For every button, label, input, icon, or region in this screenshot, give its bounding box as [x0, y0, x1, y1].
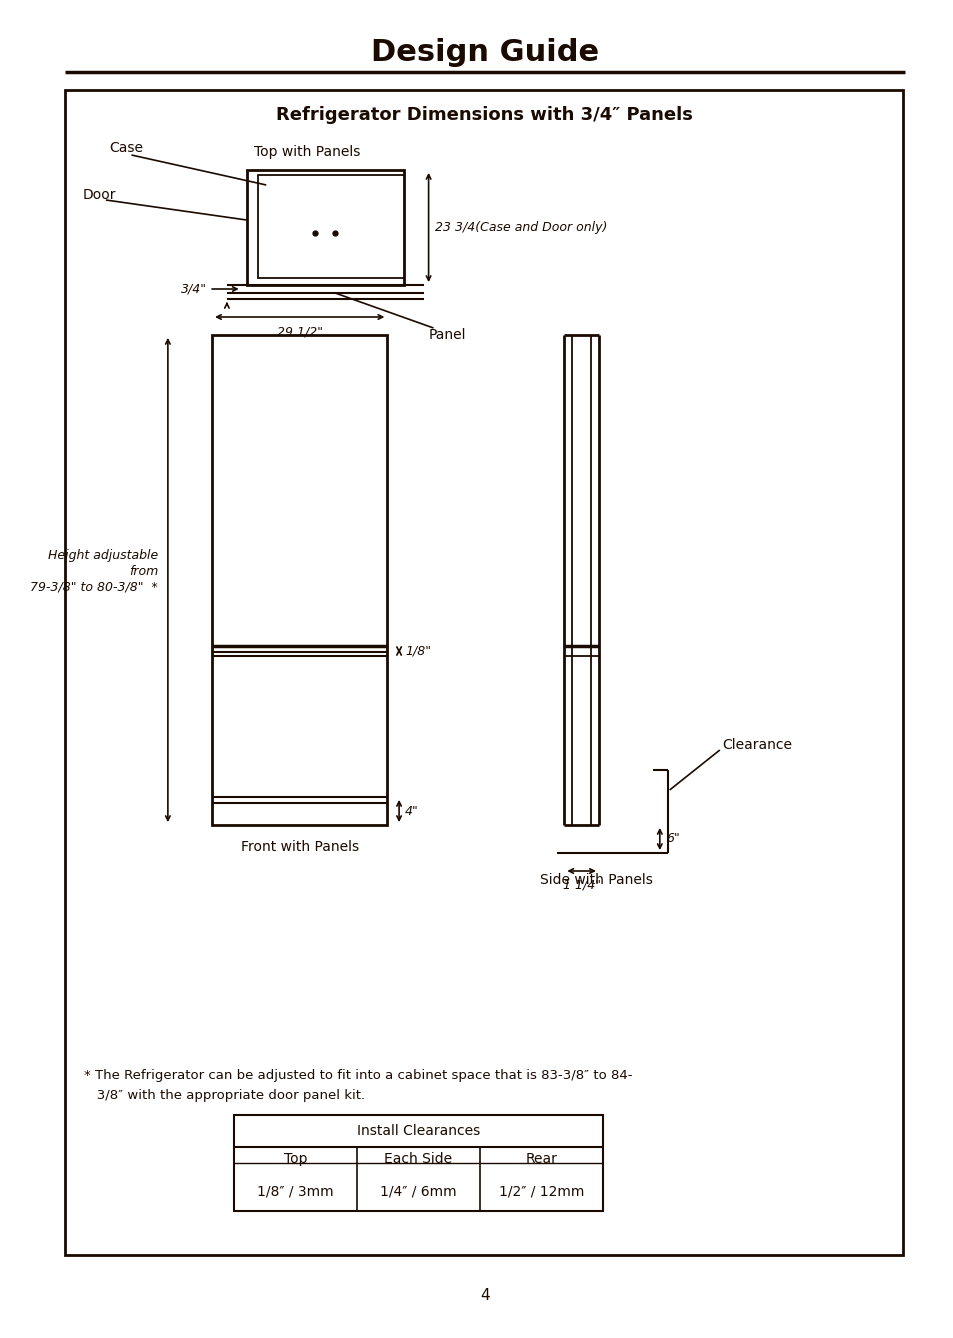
Text: 79-3/8" to 80-3/8"  *: 79-3/8" to 80-3/8" *	[30, 581, 158, 594]
Text: 6": 6"	[665, 832, 679, 846]
Text: Each Side: Each Side	[384, 1152, 452, 1167]
Text: 1/4″ / 6mm: 1/4″ / 6mm	[379, 1184, 456, 1198]
Text: Case: Case	[109, 140, 143, 155]
Text: Door: Door	[82, 189, 115, 202]
Bar	[233, 1115, 602, 1211]
Bar	[258, 175, 403, 278]
Bar	[246, 170, 403, 285]
Text: from: from	[129, 565, 158, 578]
Text: Clearance: Clearance	[721, 739, 791, 752]
Text: 4: 4	[479, 1287, 489, 1302]
Bar	[212, 334, 387, 826]
Text: Top: Top	[283, 1152, 307, 1167]
Text: 4": 4"	[405, 804, 418, 818]
Text: 1/2″ / 12mm: 1/2″ / 12mm	[498, 1184, 583, 1198]
Text: Front with Panels: Front with Panels	[240, 840, 358, 854]
Text: 29 1/2": 29 1/2"	[276, 325, 322, 339]
Text: 23 3/4(Case and Door only): 23 3/4(Case and Door only)	[434, 221, 606, 234]
Text: Rear: Rear	[525, 1152, 557, 1167]
Text: Install Clearances: Install Clearances	[356, 1124, 479, 1139]
Text: 1/8": 1/8"	[405, 645, 431, 657]
Text: 1/8″ / 3mm: 1/8″ / 3mm	[256, 1184, 334, 1198]
Text: Top with Panels: Top with Panels	[254, 145, 360, 159]
Text: Panel: Panel	[428, 328, 466, 343]
Text: * The Refrigerator can be adjusted to fit into a cabinet space that is 83-3/8″ t: * The Refrigerator can be adjusted to fi…	[84, 1069, 632, 1081]
Bar	[65, 90, 902, 1255]
Text: Design Guide: Design Guide	[370, 37, 598, 67]
Text: Refrigerator Dimensions with 3/4″ Panels: Refrigerator Dimensions with 3/4″ Panels	[276, 106, 693, 124]
Text: 1 1/4": 1 1/4"	[562, 879, 600, 892]
Text: 3/8″ with the appropriate door panel kit.: 3/8″ with the appropriate door panel kit…	[84, 1089, 365, 1101]
Text: Side with Panels: Side with Panels	[539, 872, 652, 887]
Text: Height adjustable: Height adjustable	[48, 549, 158, 562]
Text: 3/4": 3/4"	[181, 282, 207, 296]
